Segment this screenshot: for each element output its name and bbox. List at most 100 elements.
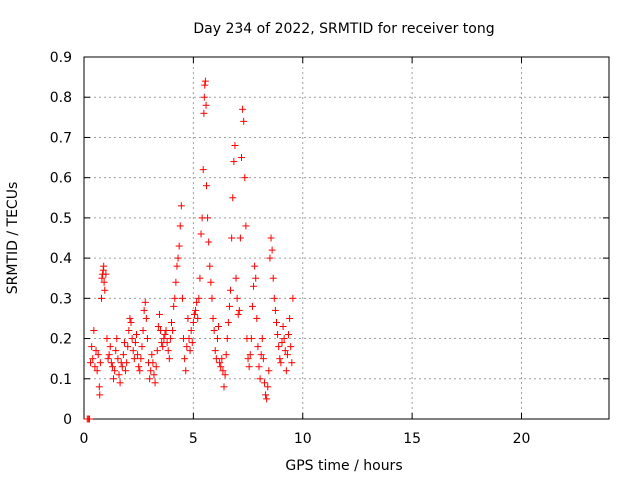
data-point [228, 234, 236, 242]
data-point [128, 335, 136, 343]
data-point [283, 351, 291, 359]
data-point [246, 351, 254, 359]
data-point [269, 274, 277, 282]
data-point [186, 347, 194, 355]
data-point [231, 141, 239, 149]
data-point [224, 318, 232, 326]
data-point [235, 306, 243, 314]
data-point [175, 242, 183, 250]
data-point [113, 335, 121, 343]
data-point [126, 314, 134, 322]
data-point [195, 294, 203, 302]
data-point [129, 347, 137, 355]
data-point [171, 294, 179, 302]
data-point [169, 327, 177, 335]
data-point [161, 331, 169, 339]
data-point [104, 355, 112, 363]
data-point [192, 306, 200, 314]
data-point [189, 318, 197, 326]
x-axis-label: GPS time / hours [285, 458, 402, 474]
data-point [285, 331, 293, 339]
data-point [240, 117, 248, 125]
data-point [216, 359, 224, 367]
data-point [138, 343, 146, 351]
data-point [273, 318, 280, 326]
data-point [141, 298, 149, 306]
data-point [87, 359, 95, 367]
data-point [133, 331, 140, 339]
data-point [277, 359, 285, 367]
data-point [201, 77, 209, 85]
data-point [199, 166, 207, 174]
data-point [257, 351, 265, 359]
data-point [184, 314, 192, 322]
data-point [155, 310, 163, 318]
data-point [222, 351, 230, 359]
data-point [135, 363, 143, 371]
data-point [236, 234, 244, 242]
data-point [105, 351, 113, 359]
data-point [247, 335, 255, 343]
data-point [206, 262, 214, 270]
data-point [134, 351, 142, 359]
data-point [202, 101, 210, 109]
data-point [286, 314, 294, 322]
data-point [197, 230, 205, 238]
data-point [194, 314, 202, 322]
data-point [89, 355, 97, 363]
data-point [239, 105, 247, 113]
data-point [125, 327, 133, 335]
data-point [168, 318, 175, 326]
data-point [211, 347, 219, 355]
data-point [270, 294, 278, 302]
data-point [163, 339, 171, 347]
data-point [120, 339, 128, 347]
data-point [230, 158, 238, 166]
data-point [250, 282, 258, 290]
data-point [90, 327, 98, 335]
data-point [154, 322, 162, 330]
data-point [152, 363, 160, 371]
data-point [220, 383, 228, 391]
data-point [127, 318, 135, 326]
data-point [187, 327, 195, 335]
data-point [260, 379, 268, 387]
data-point [112, 347, 120, 355]
data-point [210, 327, 218, 335]
data-point [88, 343, 96, 351]
data-point [100, 262, 108, 270]
data-point [146, 375, 154, 383]
data-point [241, 174, 249, 182]
data-point [255, 363, 263, 371]
data-point [164, 347, 172, 355]
data-point [282, 367, 290, 375]
data-point [238, 154, 245, 162]
data-point [98, 274, 106, 282]
data-point [176, 222, 184, 230]
data-point [262, 391, 270, 399]
data-point [101, 286, 109, 294]
data-point [275, 343, 283, 351]
data-point [213, 335, 221, 343]
x-tick-label: 10 [294, 431, 312, 447]
data-point [259, 355, 267, 363]
data-point [137, 355, 145, 363]
data-point [107, 359, 115, 367]
data-point [208, 294, 216, 302]
data-point [182, 367, 190, 375]
data-point [153, 347, 161, 355]
data-point [102, 270, 110, 278]
data-point [201, 81, 209, 89]
data-point [148, 351, 156, 359]
data-point [266, 254, 274, 262]
plot-frame [83, 56, 610, 420]
data-point [233, 294, 241, 302]
data-point [92, 347, 100, 355]
data-point [122, 367, 130, 375]
data-point [162, 327, 170, 335]
data-point [251, 262, 259, 270]
data-point [94, 351, 102, 359]
data-point [200, 109, 208, 117]
data-point [225, 302, 233, 310]
data-point [258, 335, 266, 343]
